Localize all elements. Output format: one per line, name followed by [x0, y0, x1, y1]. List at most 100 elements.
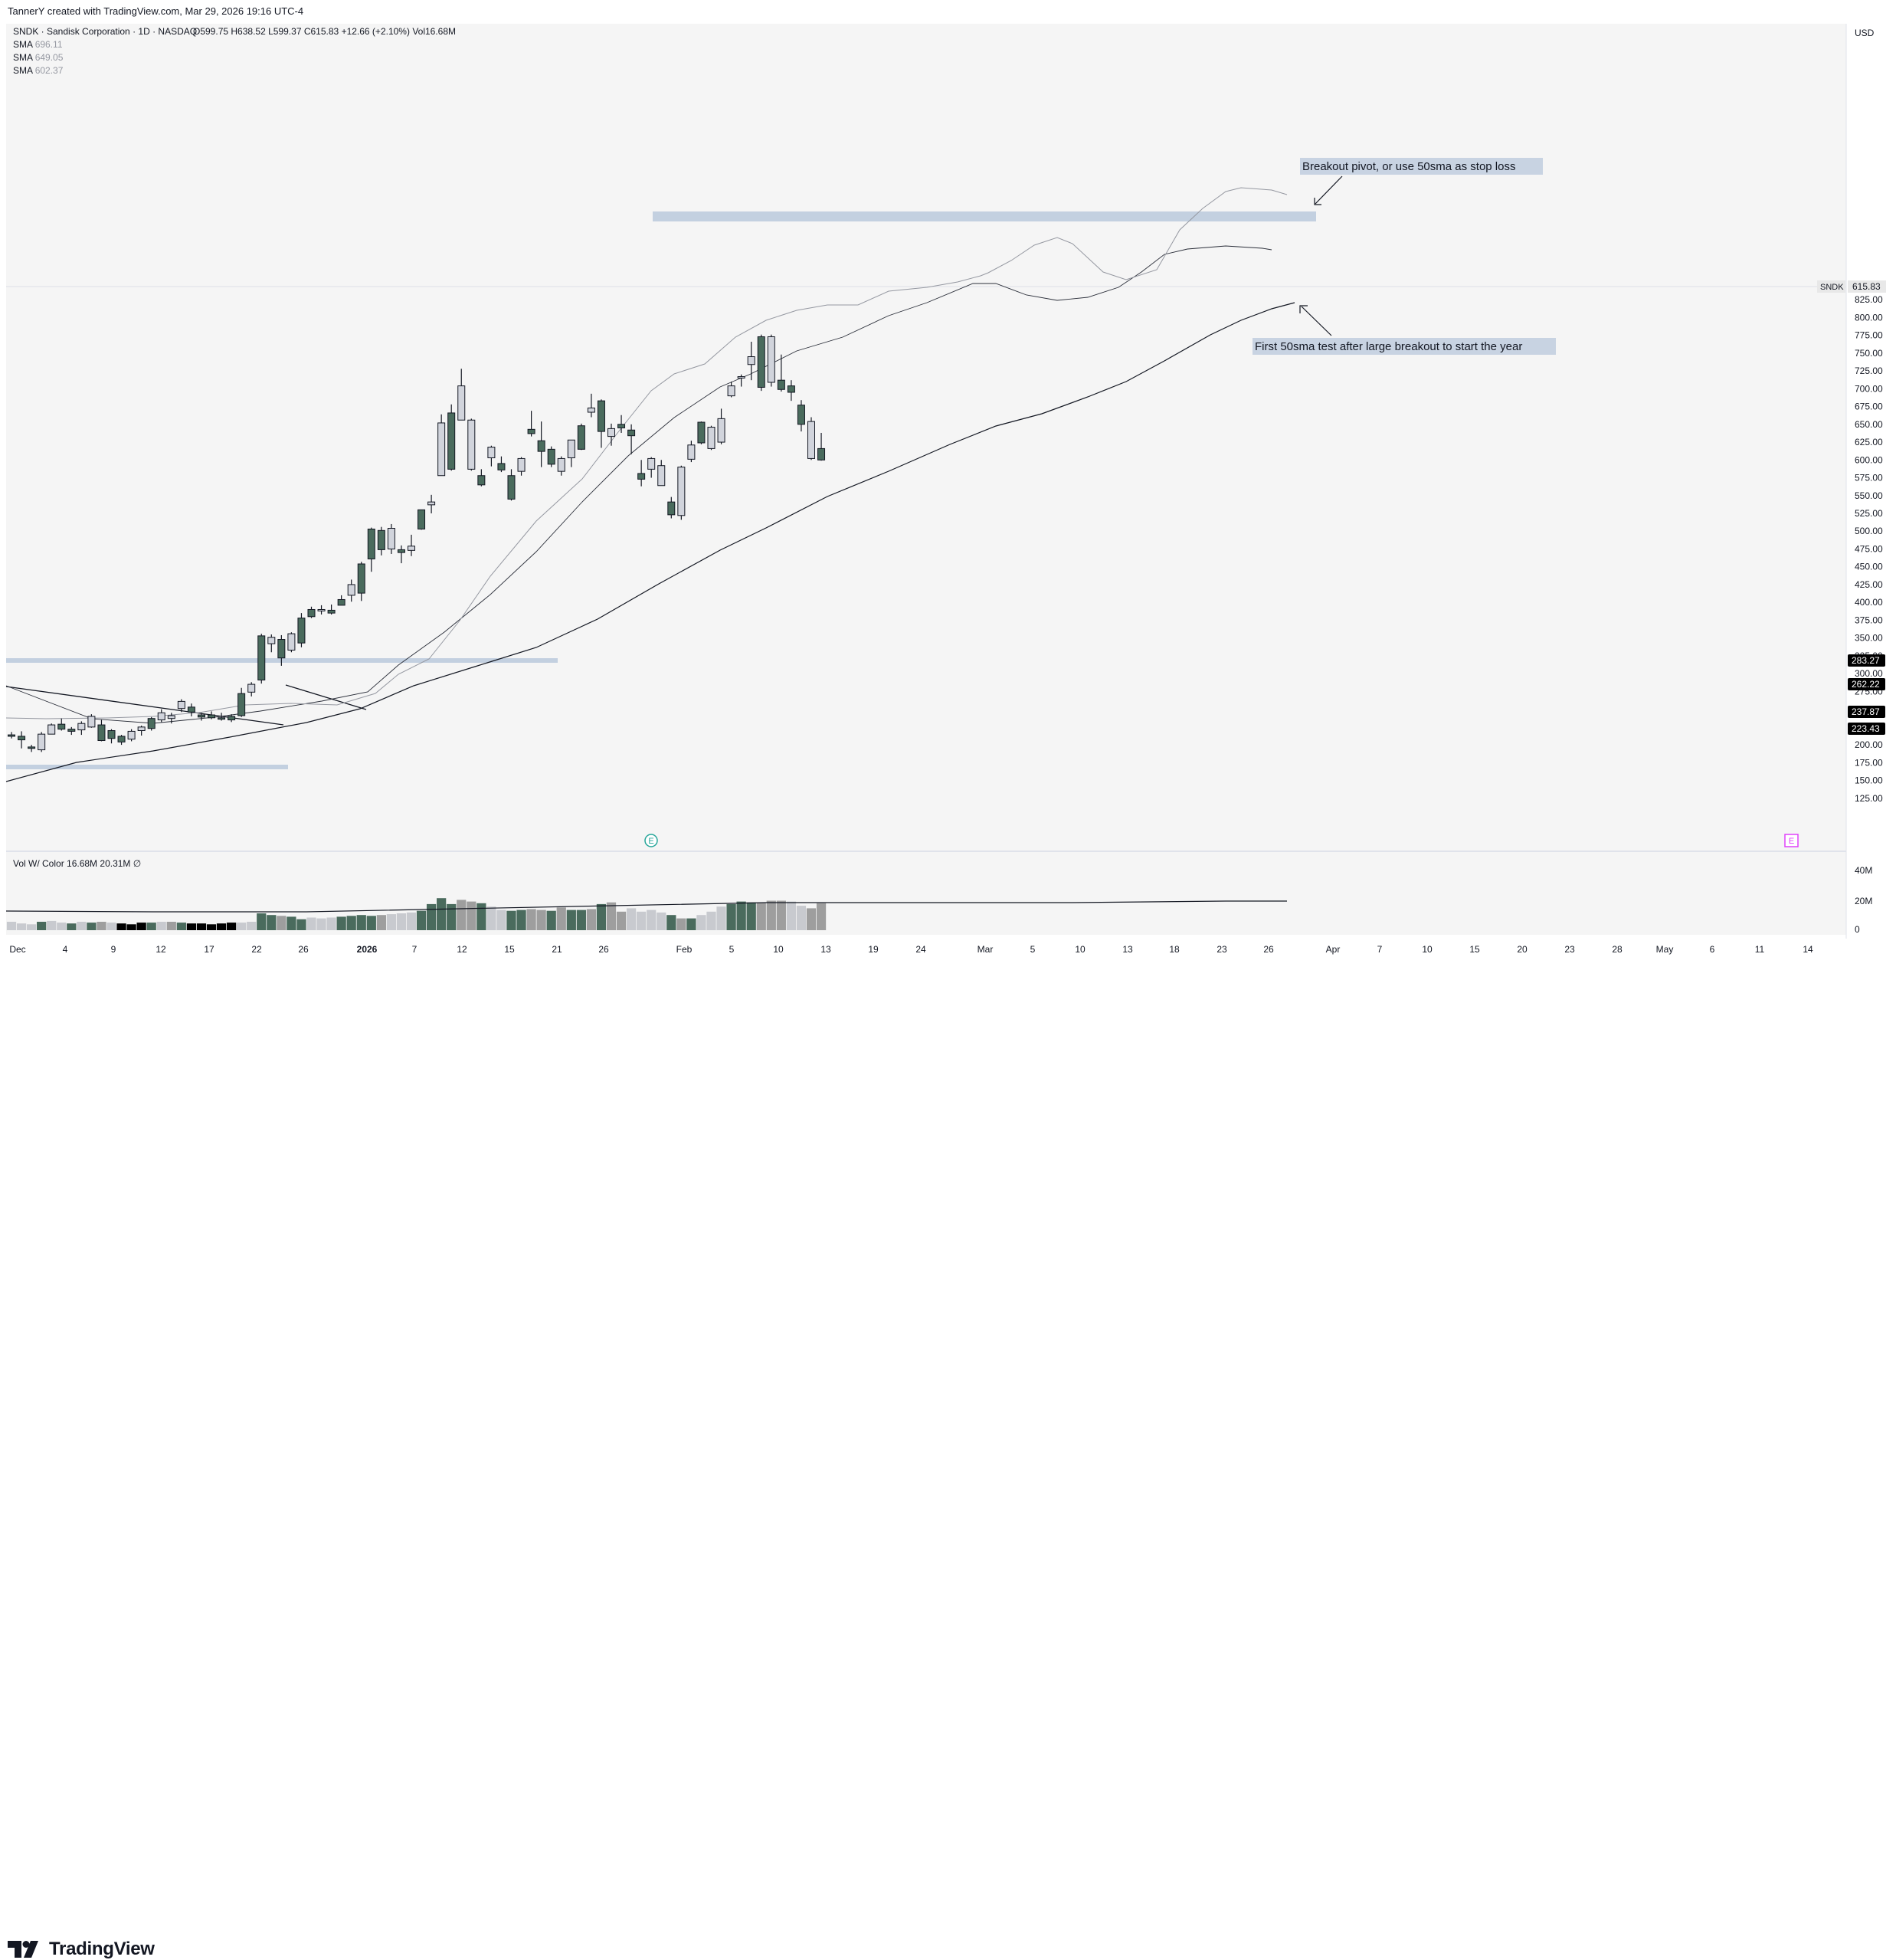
time-tick-label: 28 [1612, 944, 1623, 955]
volume-bar [376, 915, 386, 930]
price-tick-label: 700.00 [1855, 383, 1883, 394]
volume-bar [686, 918, 696, 930]
time-axis[interactable]: Dec 4 9 12 17 22 26 2026 7 12 15 21 26 Feb 5 10 13 19 24 Ma… [9, 944, 1813, 955]
volume-bar [816, 903, 827, 930]
price-tag-current[interactable]: SNDK 615.83 [1817, 280, 1886, 293]
time-tick-label: 23 [1564, 944, 1575, 955]
candle [777, 354, 785, 392]
candle [707, 425, 716, 451]
chart-svg[interactable]: SNDK · Sandisk Corporation · 1D · NASDAQ… [0, 0, 1896, 967]
currency-label: USD [1855, 28, 1875, 38]
price-tick-label: 475.00 [1855, 543, 1883, 554]
candle-body-down [117, 736, 126, 742]
time-tick-label: 2026 [357, 944, 378, 955]
candle [497, 456, 506, 473]
candle-body-down [527, 428, 535, 434]
price-label-black[interactable]: 262.22 [1848, 678, 1885, 690]
price-axis[interactable]: USD 825.00 800.00 775.00 750.00 725.00 700.00 6… [1817, 28, 1886, 804]
candle [627, 424, 636, 454]
candle [687, 441, 696, 463]
price-tick-label: 750.00 [1855, 348, 1883, 359]
price-tick-label: 400.00 [1855, 597, 1883, 608]
sma-slow-line [5, 302, 1295, 782]
price-label-text: 262.22 [1852, 679, 1880, 690]
symbol-tag-text: SNDK [1820, 283, 1844, 292]
volume-bar [676, 918, 686, 930]
volume-bar [496, 910, 506, 930]
price-tick-label: 150.00 [1855, 775, 1883, 786]
candle [237, 687, 246, 717]
candle [597, 399, 605, 448]
volume-bar [706, 911, 716, 930]
candle [757, 334, 765, 392]
volume-legend: Vol W/ Color 16.68M 20.31M ∅ [13, 858, 141, 869]
volume-bar [637, 911, 647, 930]
candle-body-up [77, 723, 86, 731]
candle-body-up [287, 633, 296, 651]
candle-body-down [297, 618, 306, 644]
base-zone-lower[interactable] [6, 765, 288, 769]
price-label-black[interactable]: 223.43 [1848, 723, 1885, 735]
time-tick-label: 24 [915, 944, 926, 955]
candle-body-up [677, 467, 686, 516]
earnings-marker-icon[interactable]: E [644, 834, 658, 847]
price-label-black[interactable]: 237.87 [1848, 706, 1885, 718]
pennant-line[interactable] [285, 684, 367, 710]
volume-bar [336, 916, 346, 930]
resistance-zone[interactable] [653, 211, 1316, 221]
annotations[interactable]: Breakout pivot, or use 50sma as stop los… [1253, 158, 1556, 355]
candle-body-up [467, 419, 476, 470]
candle-body-down [757, 336, 765, 388]
price-tick-label: 650.00 [1855, 419, 1883, 430]
time-tick-label: 26 [598, 944, 609, 955]
trendlines[interactable] [5, 684, 367, 726]
candle [208, 711, 215, 719]
candle-body-down [397, 549, 405, 553]
price-label-bg [1848, 706, 1885, 718]
volume-bar [6, 922, 17, 930]
annotation-breakout-pivot[interactable]: Breakout pivot, or use 50sma as stop los… [1300, 158, 1543, 205]
candle [97, 719, 106, 742]
tradingview-logo[interactable]: TradingView [8, 1939, 155, 1960]
candle [287, 632, 296, 653]
candle-body-down [627, 429, 636, 437]
candle [797, 400, 805, 432]
price-tick-label: 450.00 [1855, 562, 1883, 572]
price-pane-bg [6, 24, 1846, 851]
time-tick-label: 23 [1217, 944, 1227, 955]
downtrend-line[interactable] [5, 686, 284, 726]
price-tick-label: 550.00 [1855, 490, 1883, 501]
candle-body-down [577, 425, 585, 450]
price-label-black[interactable]: 283.27 [1848, 654, 1885, 667]
candle-body-up [47, 724, 56, 735]
volume-bar [416, 910, 427, 930]
annotation-50sma-test[interactable]: First 50sma test after large breakout to… [1253, 305, 1556, 355]
upcoming-earnings-marker-icon[interactable]: E [1784, 834, 1799, 847]
candle [87, 714, 96, 728]
candle [167, 713, 175, 724]
candle [457, 369, 466, 421]
candle [557, 456, 565, 476]
candle-body-up [587, 407, 595, 413]
time-tick-label: 20 [1517, 944, 1528, 955]
support-resistance-zones[interactable] [6, 211, 1846, 769]
time-tick-label: 9 [111, 944, 116, 955]
base-zone-upper[interactable] [6, 658, 558, 663]
time-tick-label: 12 [457, 944, 467, 955]
candle [387, 523, 395, 554]
price-tick-label: 300.00 [1855, 668, 1883, 679]
candle-body-down [18, 736, 26, 741]
annotation-arrow [1301, 306, 1332, 336]
volume-bar [97, 922, 106, 930]
volume-bar [156, 922, 166, 930]
candle-body-up [137, 726, 146, 731]
volume-bar [596, 903, 607, 930]
volume-bar [536, 910, 546, 930]
volume-bar [196, 923, 207, 930]
volume-bar [476, 903, 486, 930]
price-tag-bg [1848, 280, 1886, 293]
candle-body-up [807, 421, 815, 459]
volume-bar [366, 916, 376, 930]
candle-body-up [517, 457, 526, 472]
